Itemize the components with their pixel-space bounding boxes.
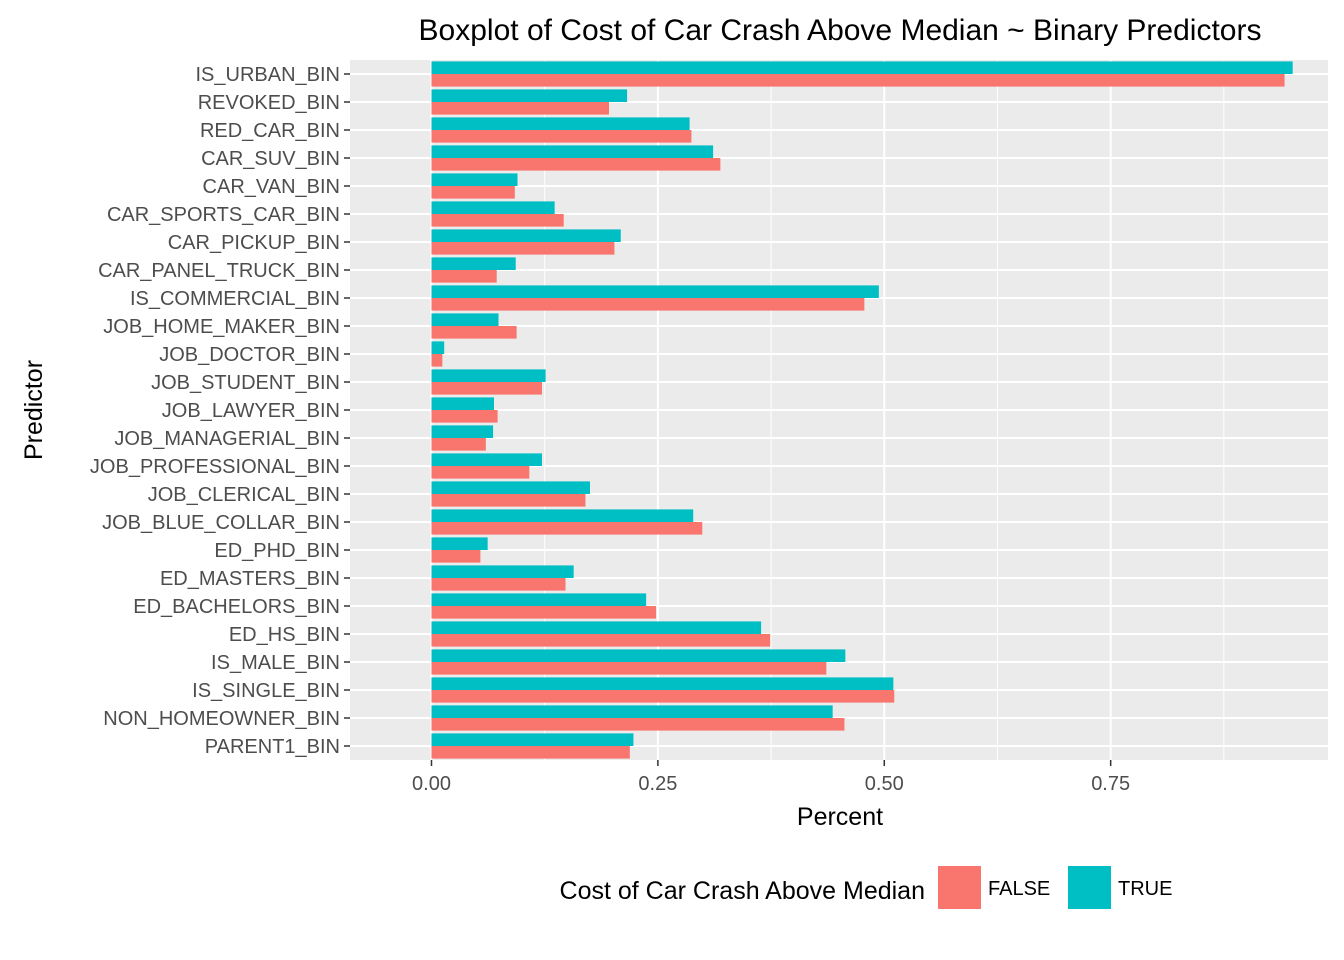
bar-true — [431, 313, 499, 326]
chart-title: Boxplot of Cost of Car Crash Above Media… — [419, 14, 1262, 47]
y-tick-label: JOB_CLERICAL_BIN — [148, 484, 340, 506]
y-tick-label: ED_HS_BIN — [229, 624, 340, 646]
y-tick-label: JOB_BLUE_COLLAR_BIN — [102, 512, 340, 534]
bar-true — [431, 481, 590, 494]
x-axis: 0.00 0.25 0.50 0.75 — [412, 760, 1130, 795]
y-tick-label: CAR_SUV_BIN — [201, 148, 340, 170]
bar-false — [431, 298, 865, 311]
y-tick-label: CAR_PANEL_TRUCK_BIN — [98, 260, 340, 282]
legend-key-false — [938, 866, 981, 909]
y-tick-label: CAR_PICKUP_BIN — [168, 232, 340, 254]
bar-true — [431, 621, 762, 634]
x-axis-title: Percent — [797, 803, 883, 831]
bar-true — [431, 593, 647, 606]
bar-false — [431, 746, 630, 759]
y-tick-label: REVOKED_BIN — [198, 92, 340, 114]
bar-false — [431, 74, 1285, 87]
x-tick-label: 0.75 — [1091, 773, 1130, 795]
bar-true — [431, 173, 518, 186]
bar-true — [431, 89, 628, 102]
bar-true — [431, 341, 445, 354]
bar-true — [431, 677, 894, 690]
bars — [431, 61, 1293, 759]
legend-label-false: FALSE — [988, 878, 1050, 900]
y-tick-label: JOB_PROFESSIONAL_BIN — [90, 456, 340, 478]
bar-false — [431, 382, 542, 395]
bar-true — [431, 453, 542, 466]
legend-label-true: TRUE — [1118, 878, 1172, 900]
bar-false — [431, 186, 515, 199]
bar-true — [431, 369, 546, 382]
bar-false — [431, 102, 609, 115]
y-tick-label: ED_BACHELORS_BIN — [133, 596, 340, 618]
bar-false — [431, 410, 498, 423]
y-tick-label: IS_URBAN_BIN — [196, 64, 341, 86]
y-tick-label: JOB_DOCTOR_BIN — [159, 344, 340, 366]
y-tick-label: RED_CAR_BIN — [200, 120, 340, 142]
y-axis-title: Predictor — [20, 360, 48, 460]
bar-false — [431, 494, 586, 507]
bar-true — [431, 201, 555, 214]
bar-true — [431, 61, 1293, 74]
x-tick-label: 0.25 — [638, 773, 677, 795]
y-tick-label: JOB_HOME_MAKER_BIN — [103, 316, 340, 338]
bar-false — [431, 158, 721, 171]
legend: Cost of Car Crash Above Median FALSE TRUE — [560, 866, 1172, 909]
bar-false — [431, 214, 564, 227]
bar-true — [431, 425, 494, 438]
y-tick-label: CAR_VAN_BIN — [203, 176, 340, 198]
y-tick-label: JOB_STUDENT_BIN — [151, 372, 340, 394]
bar-false — [431, 550, 481, 563]
y-tick-label: PARENT1_BIN — [205, 736, 340, 758]
bar-false — [431, 718, 845, 731]
bar-false — [431, 606, 657, 619]
bar-true — [431, 285, 879, 298]
bar-false — [431, 270, 497, 283]
x-tick-label: 0.00 — [412, 773, 451, 795]
y-tick-label: ED_MASTERS_BIN — [160, 568, 340, 590]
y-axis: PARENT1_BIN NON_HOMEOWNER_BIN IS_SINGLE_BI… — [90, 64, 350, 758]
bar-false — [431, 438, 486, 451]
y-tick-label: CAR_SPORTS_CAR_BIN — [107, 204, 340, 226]
y-tick-label: IS_COMMERCIAL_BIN — [130, 288, 340, 310]
y-tick-label: JOB_LAWYER_BIN — [162, 400, 340, 422]
bar-false — [431, 662, 827, 675]
bar-false — [431, 326, 517, 339]
bar-false — [431, 522, 703, 535]
y-tick-label: ED_PHD_BIN — [214, 540, 340, 562]
bar-true — [431, 537, 488, 550]
legend-title: Cost of Car Crash Above Median — [560, 877, 925, 905]
y-tick-label: NON_HOMEOWNER_BIN — [103, 708, 340, 730]
x-tick-label: 0.50 — [865, 773, 904, 795]
bar-true — [431, 145, 714, 158]
bar-true — [431, 565, 574, 578]
legend-key-true — [1068, 866, 1111, 909]
bar-true — [431, 649, 846, 662]
bar-false — [431, 130, 692, 143]
bar-true — [431, 509, 694, 522]
bar-false — [431, 690, 895, 703]
bar-false — [431, 466, 530, 479]
bar-true — [431, 733, 634, 746]
bar-false — [431, 578, 566, 591]
y-tick-label: JOB_MANAGERIAL_BIN — [114, 428, 340, 450]
y-tick-label: IS_MALE_BIN — [211, 652, 340, 674]
bar-true — [431, 117, 690, 130]
bar-true — [431, 397, 494, 410]
bar-true — [431, 257, 516, 270]
y-tick-label: IS_SINGLE_BIN — [192, 680, 340, 702]
bar-true — [431, 229, 621, 242]
bar-true — [431, 705, 833, 718]
bar-false — [431, 354, 443, 367]
bar-false — [431, 634, 771, 647]
bar-false — [431, 242, 615, 255]
